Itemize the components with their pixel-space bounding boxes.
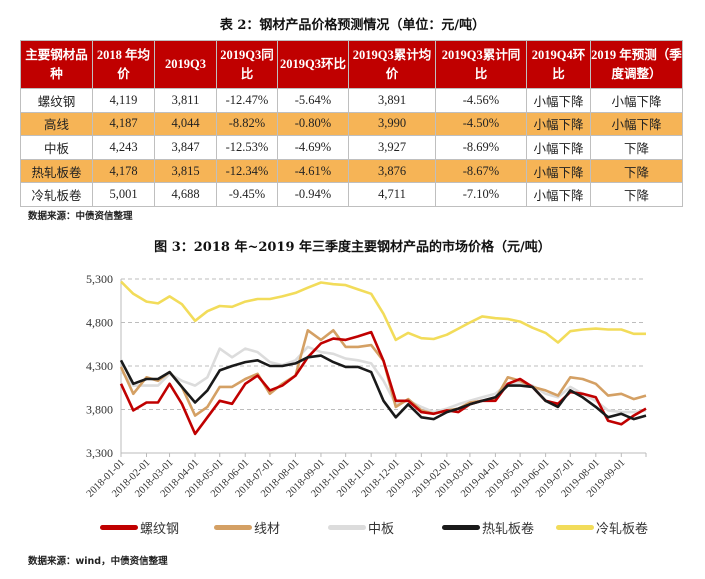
y-tick-label: 3,300: [86, 446, 113, 460]
table-row: 冷轧板卷 5,001 4,688 -9.45% -0.94% 4,711 -7.10% 小幅下…: [20, 182, 683, 207]
table-cell: 4,044: [154, 111, 217, 137]
table-cell: 3,927: [348, 135, 436, 160]
table-cell: -4.61%: [277, 158, 349, 184]
legend-label: 热轧板卷: [482, 522, 535, 537]
table-cell: 4,178: [92, 158, 155, 184]
table-cell: 冷轧板卷: [20, 182, 93, 207]
series-line-3: [119, 354, 647, 421]
table-cell: 3,891: [348, 88, 436, 113]
table-cell: -8.82%: [216, 111, 278, 137]
table-cell: -4.50%: [435, 111, 527, 137]
line-chart: 3,3003,8004,3004,8005,3002018-01-012018-…: [85, 272, 647, 500]
table-cell: 中板: [20, 135, 93, 160]
table-cell: -8.69%: [435, 135, 527, 160]
y-tick-label: 3,800: [86, 403, 113, 417]
legend-label: 线材: [254, 522, 281, 537]
series-line-0: [119, 330, 647, 436]
table-cell: -7.10%: [435, 182, 527, 207]
table-cell: -5.64%: [277, 88, 349, 113]
column-header: 2019Q3累计同比: [435, 40, 527, 89]
table-cell: 5,001: [92, 182, 155, 207]
table-cell: 下降: [590, 135, 683, 160]
table-cell: 下降: [590, 182, 683, 207]
table-cell: 高线: [20, 111, 93, 137]
table-cell: 小幅下降: [526, 182, 591, 207]
table-cell: 3,990: [348, 111, 436, 137]
table-cell: -8.67%: [435, 158, 527, 184]
column-header: 2019 年预测（季度调整）: [590, 40, 683, 89]
table-cell: 4,187: [92, 111, 155, 137]
legend-swatch: [100, 525, 138, 530]
table-row: 螺纹钢 4,119 3,811 -12.47% -5.64% 3,891 -4.56% 小幅下…: [20, 88, 683, 113]
table-cell: 小幅下降: [526, 111, 591, 137]
column-header: 2019Q4环比: [526, 40, 591, 89]
table-cell: 螺纹钢: [20, 88, 93, 113]
table-cell: 3,847: [154, 135, 217, 160]
table-cell: -4.56%: [435, 88, 527, 113]
legend-swatch: [214, 525, 252, 530]
chart-legend: 螺纹钢 线材 中板 热轧板卷 冷轧板卷: [100, 518, 670, 537]
y-tick-label: 5,300: [86, 272, 113, 286]
table-cell: 小幅下降: [526, 88, 591, 113]
table-source: 数据来源：中债资信整理: [28, 211, 133, 222]
column-header: 2019Q3: [154, 40, 217, 89]
table-cell: 热轧板卷: [20, 158, 93, 184]
column-header: 2019Q3累计均价: [348, 40, 436, 89]
table-cell: 4,688: [154, 182, 217, 207]
table-cell: -9.45%: [216, 182, 278, 207]
table-cell: 小幅下降: [590, 88, 683, 113]
y-tick-label: 4,800: [86, 316, 113, 330]
table-cell: 3,811: [154, 88, 217, 113]
table-cell: 小幅下降: [526, 135, 591, 160]
column-header: 主要钢材品种: [20, 40, 93, 89]
table-cell: -0.80%: [277, 111, 349, 137]
table-row: 中板 4,243 3,847 -12.53% -4.69% 3,927 -8.69% 小幅下降…: [20, 135, 683, 160]
table-cell: 3,876: [348, 158, 436, 184]
legend-swatch: [556, 525, 594, 530]
series-line-2: [119, 345, 647, 414]
legend-swatch: [328, 525, 366, 530]
table-cell: 3,815: [154, 158, 217, 184]
chart-title: 图 3：2018 年~2019 年三季度主要钢材产品的市场价格（元/吨）: [154, 240, 551, 255]
column-header: 2018 年均价: [92, 40, 155, 89]
y-tick-label: 4,300: [86, 359, 113, 373]
table-cell: -12.47%: [216, 88, 278, 113]
legend-swatch: [442, 525, 480, 530]
table-cell: -4.69%: [277, 135, 349, 160]
legend-label: 中板: [368, 522, 395, 537]
table-cell: 4,243: [92, 135, 155, 160]
table-cell: 小幅下降: [526, 158, 591, 184]
table-row: 热轧板卷 4,178 3,815 -12.34% -4.61% 3,876 -8.67% 小幅…: [20, 158, 683, 184]
column-header: 2019Q3环比: [277, 40, 349, 89]
table-cell: 4,711: [348, 182, 436, 207]
table-title: 表 2：钢材产品价格预测情况（单位：元/吨）: [219, 18, 486, 33]
legend-item: 冷轧板卷: [556, 518, 670, 537]
column-header: 2019Q3同比: [216, 40, 278, 89]
legend-item: 螺纹钢: [100, 518, 214, 537]
series-line-4: [120, 280, 646, 344]
legend-item: 线材: [214, 518, 328, 537]
legend-item: 中板: [328, 518, 442, 537]
legend-label: 冷轧板卷: [596, 522, 649, 537]
table-cell: -0.94%: [277, 182, 349, 207]
table-cell: -12.34%: [216, 158, 278, 184]
table-header-row: 主要钢材品种 2018 年均价 2019Q3 2019Q3同比 2019Q3环比 2019…: [20, 40, 683, 89]
table-cell: -12.53%: [216, 135, 278, 160]
price-forecast-table: 主要钢材品种 2018 年均价 2019Q3 2019Q3同比 2019Q3环比 2019…: [20, 40, 683, 207]
legend-label: 螺纹钢: [140, 522, 180, 537]
table-cell: 小幅下降: [590, 111, 683, 137]
chart-source: 数据来源：wind，中债资信整理: [28, 556, 168, 567]
table-cell: 4,119: [92, 88, 155, 113]
table-row: 高线 4,187 4,044 -8.82% -0.80% 3,990 -4.50% 小幅下降小…: [20, 111, 683, 137]
legend-item: 热轧板卷: [442, 518, 556, 537]
table-cell: 下降: [590, 158, 683, 184]
